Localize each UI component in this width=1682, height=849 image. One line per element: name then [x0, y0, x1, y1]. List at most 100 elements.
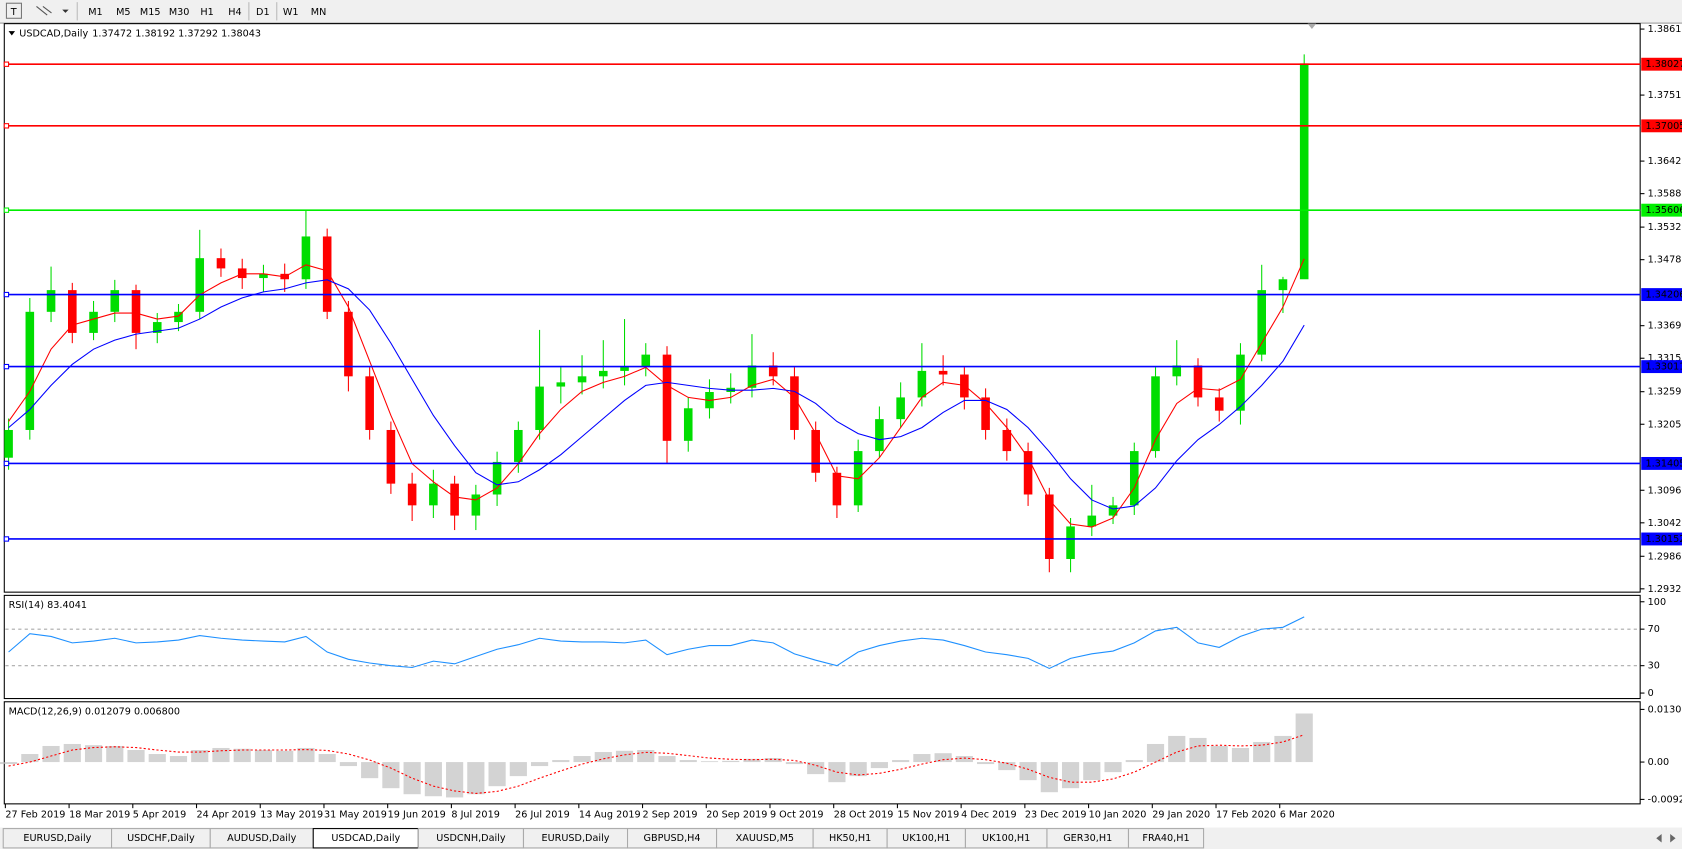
- tab-label[interactable]: FRA40,H1: [1142, 833, 1189, 844]
- tab-label[interactable]: UK100,H1: [982, 833, 1030, 844]
- dropdown-arrow[interactable]: [62, 9, 69, 13]
- tab-label[interactable]: GBPUSD,H4: [644, 833, 701, 844]
- x-tick-label: 8 Jul 2019: [451, 810, 499, 821]
- macd-bar: [785, 762, 804, 765]
- y-tick-label: 1.34785: [1648, 255, 1682, 266]
- macd-bar: [722, 760, 740, 763]
- timeframe-button[interactable]: D1: [256, 7, 270, 18]
- candle-body: [1172, 365, 1182, 377]
- level-price-label: 1.31405: [1646, 458, 1682, 469]
- y-tick-label: 1.29325: [1648, 584, 1682, 595]
- timeframe-button[interactable]: MN: [311, 7, 327, 18]
- macd-bar: [21, 754, 39, 763]
- text-tool-icon[interactable]: [5, 2, 22, 19]
- y-tick-label: 1.35325: [1648, 222, 1682, 233]
- timeframe-button[interactable]: M5: [116, 7, 130, 18]
- level-anchor[interactable]: [3, 123, 10, 129]
- macd-bar: [169, 756, 188, 763]
- moving-average: [8, 279, 1305, 510]
- tab-label[interactable]: USDCNH,Daily: [436, 833, 506, 844]
- timeframe-button[interactable]: M1: [88, 7, 102, 18]
- level-anchor[interactable]: [3, 460, 10, 467]
- panel-title: MACD(12,26,9) 0.012079 0.006800: [9, 706, 180, 717]
- macd-bar: [0, 762, 18, 765]
- y-tick-label: 1.30960: [1648, 485, 1682, 496]
- candle-body: [259, 273, 268, 279]
- tab-label[interactable]: UK100,H1: [902, 833, 950, 844]
- tab-label[interactable]: USDCHF,Daily: [127, 833, 195, 844]
- candle-body: [471, 494, 481, 516]
- y-tick-label: 1.38610: [1648, 24, 1682, 35]
- x-tick-label: 10 Jan 2020: [1089, 810, 1147, 821]
- candle-body: [747, 365, 757, 388]
- macd-bar: [1083, 762, 1101, 781]
- collapse-arrow[interactable]: [8, 31, 16, 36]
- candle-body: [514, 429, 523, 462]
- timeframe-button[interactable]: M30: [169, 7, 190, 18]
- candle-body: [216, 258, 226, 269]
- price-panel: [3, 23, 1641, 593]
- y-tick-label: 30: [1648, 661, 1660, 672]
- tab-label[interactable]: XAUUSD,M5: [736, 833, 794, 844]
- candle-body: [1023, 451, 1033, 495]
- macd-bar: [1061, 762, 1080, 789]
- tab-label[interactable]: GER30,H1: [1063, 833, 1112, 844]
- objects-icon[interactable]: [36, 6, 52, 16]
- tab-label[interactable]: AUDUSD,Daily: [227, 833, 296, 844]
- candle-body: [195, 258, 205, 312]
- level-anchor[interactable]: [3, 291, 10, 298]
- candle-body: [429, 483, 438, 506]
- candle-body: [1087, 515, 1097, 527]
- x-tick-label: 31 May 2019: [324, 810, 387, 821]
- candle-body: [811, 429, 820, 473]
- macd-bar: [467, 762, 485, 795]
- level-price-label: 1.33011: [1646, 362, 1682, 373]
- candle-body: [938, 370, 948, 375]
- timeframe-button[interactable]: H1: [200, 7, 213, 18]
- macd-bar: [127, 750, 145, 763]
- level-anchor[interactable]: [3, 61, 10, 67]
- tab-label[interactable]: HK50,H1: [829, 833, 871, 844]
- level-price-box: [1641, 203, 1682, 217]
- signal-line: [8, 734, 1305, 794]
- macd-bar: [1104, 762, 1122, 773]
- timeframe-button[interactable]: W1: [283, 7, 299, 18]
- tab-label[interactable]: EURUSD,Daily: [23, 833, 91, 844]
- rsi-panel: [3, 594, 1641, 700]
- x-tick-label: 15 Nov 2019: [897, 810, 959, 821]
- candle-body: [344, 311, 353, 377]
- candle-body: [25, 311, 35, 430]
- tab[interactable]: [1127, 828, 1205, 849]
- macd-bar: [743, 758, 761, 763]
- macd-bar: [764, 758, 782, 763]
- timeframe-button[interactable]: H4: [228, 7, 241, 18]
- level-anchor[interactable]: [3, 363, 10, 370]
- candle-body: [981, 397, 990, 430]
- candle-body: [662, 354, 672, 441]
- chart-ohlc: 1.37472 1.38192 1.37292 1.38043: [92, 28, 261, 39]
- candle-body: [577, 376, 587, 383]
- macd-bar: [637, 750, 655, 763]
- level-price-box: [1641, 456, 1682, 470]
- macd-bar: [530, 762, 549, 767]
- y-tick-label: 0.00: [1648, 757, 1669, 768]
- macd-bar: [106, 745, 124, 763]
- candle-body: [535, 386, 544, 430]
- tab-label[interactable]: USDCAD,Daily: [331, 833, 400, 844]
- macd-bar: [276, 750, 294, 763]
- macd-bar: [1253, 741, 1271, 763]
- macd-bar: [615, 750, 634, 763]
- level-anchor[interactable]: [3, 207, 10, 213]
- macd-bar: [191, 750, 209, 763]
- level-anchor[interactable]: [3, 536, 10, 542]
- tab-scroll-arrows[interactable]: [1656, 833, 1676, 843]
- candle-body: [450, 483, 459, 516]
- y-tick-label: 1.33690: [1648, 321, 1682, 332]
- level-price-box: [1641, 288, 1682, 302]
- panel-title: RSI(14) 83.4041: [9, 600, 87, 611]
- timeframe-button[interactable]: M15: [140, 7, 161, 18]
- macd-bar: [509, 762, 527, 777]
- macd-bar: [1210, 745, 1228, 763]
- tab-label[interactable]: EURUSD,Daily: [542, 833, 610, 844]
- chart-shift-marker: [1307, 23, 1317, 30]
